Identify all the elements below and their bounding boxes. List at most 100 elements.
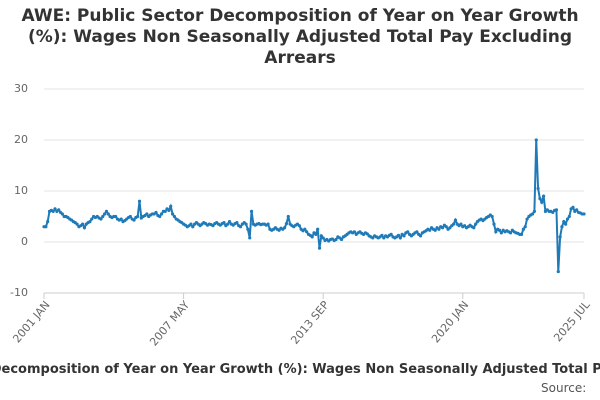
point [314, 232, 318, 236]
point [433, 228, 437, 232]
point [437, 227, 441, 231]
point [321, 236, 325, 240]
point [244, 222, 248, 226]
point [88, 220, 92, 224]
point [128, 214, 132, 219]
point [575, 208, 579, 212]
point [415, 230, 419, 234]
point [167, 208, 171, 212]
point [136, 214, 140, 219]
point [211, 224, 215, 228]
x-tick-label: 2007 MAY [147, 298, 192, 348]
point [227, 220, 232, 224]
point [101, 214, 105, 219]
point [169, 204, 173, 208]
point [137, 199, 142, 203]
point [75, 222, 79, 226]
point [472, 226, 476, 230]
point [525, 217, 529, 221]
point [286, 214, 290, 219]
point [389, 232, 393, 236]
point [60, 212, 64, 216]
x-tick-label: 2013 SEP [288, 298, 332, 347]
point [283, 226, 287, 230]
caption: AWE: Public Sector Decomposition of Year… [0, 362, 600, 377]
point [189, 222, 193, 226]
point [103, 212, 107, 216]
point [44, 225, 48, 229]
point [99, 217, 103, 221]
point [235, 221, 239, 225]
point [82, 226, 87, 230]
line [44, 139, 584, 272]
point [530, 212, 535, 216]
point [534, 138, 538, 142]
point [238, 225, 243, 229]
point [284, 222, 289, 226]
point [163, 209, 167, 213]
point [316, 227, 320, 231]
point [567, 214, 571, 219]
point [334, 237, 338, 242]
point [497, 228, 502, 232]
point [145, 212, 149, 216]
point [406, 230, 410, 234]
point [540, 200, 544, 204]
point [158, 214, 162, 219]
point [536, 186, 540, 191]
point [246, 227, 250, 231]
y-tick-label: -10 [10, 286, 28, 299]
point [90, 217, 94, 221]
point [538, 197, 542, 201]
point [519, 232, 524, 236]
point [565, 217, 570, 221]
point [444, 225, 448, 229]
point [459, 222, 463, 226]
point [317, 246, 322, 250]
point [303, 227, 307, 231]
point [440, 226, 445, 230]
point [499, 231, 503, 235]
point [51, 209, 55, 213]
point [571, 205, 575, 209]
point [562, 220, 566, 224]
point [80, 222, 85, 226]
y-tick-label: 30 [14, 82, 28, 95]
point [266, 222, 270, 226]
point [297, 224, 301, 228]
point [523, 225, 527, 229]
point [106, 212, 110, 216]
point [277, 228, 281, 232]
point [170, 212, 175, 216]
x-tick-label: 2025 JUL [551, 298, 593, 344]
point [554, 208, 559, 212]
point [380, 233, 384, 237]
point [558, 235, 562, 239]
point [508, 231, 513, 235]
point [560, 225, 564, 229]
point [371, 236, 375, 240]
y-tick-label: 10 [14, 184, 28, 197]
point [57, 208, 61, 212]
point [172, 214, 177, 219]
point [541, 194, 546, 198]
point [382, 236, 386, 240]
point [132, 218, 136, 222]
point [418, 234, 423, 238]
point [448, 226, 452, 230]
y-tick-label: 20 [14, 133, 28, 146]
point [564, 222, 568, 226]
point [154, 210, 158, 215]
point [398, 236, 402, 240]
point [365, 232, 369, 236]
point [582, 212, 586, 216]
point [114, 214, 118, 219]
point [490, 214, 494, 219]
x-tick-label: 2001 JAN [10, 299, 52, 346]
point [521, 227, 525, 231]
point [402, 234, 406, 238]
point [319, 234, 323, 238]
point [463, 224, 467, 228]
